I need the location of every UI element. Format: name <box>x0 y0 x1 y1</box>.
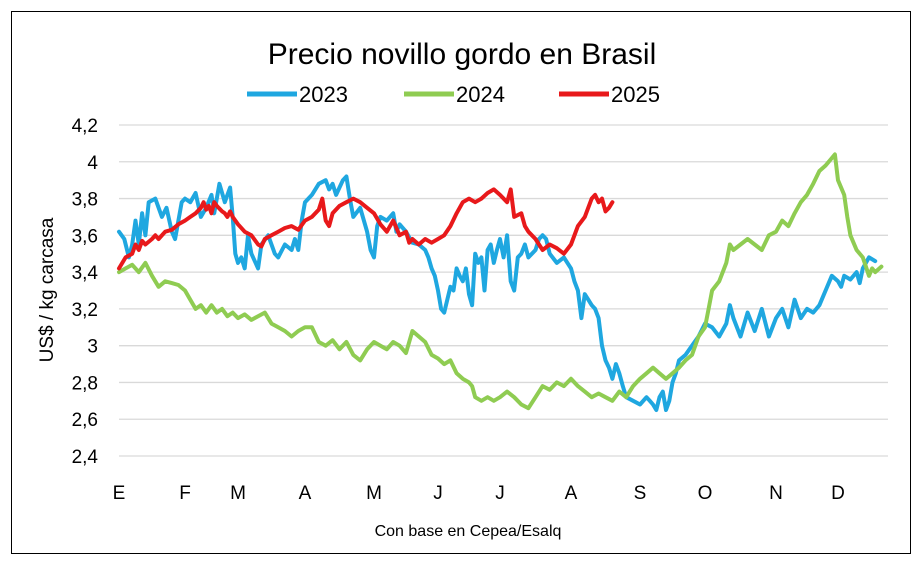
x-tick-label: S <box>634 483 647 504</box>
legend: 2023 2024 2025 <box>247 82 660 107</box>
series-lines <box>117 152 884 412</box>
legend-label-2025: 2025 <box>611 82 660 107</box>
y-tick-label: 3 <box>87 337 98 358</box>
x-tick-label: M <box>366 483 382 504</box>
y-tick-label: 3,2 <box>72 300 98 321</box>
x-tick-label: O <box>698 483 713 504</box>
series-line-2025 <box>117 187 615 271</box>
x-tick-label: J <box>495 483 505 504</box>
legend-label-2023: 2023 <box>299 82 348 107</box>
x-tick-label: A <box>565 483 578 504</box>
x-tick-label: M <box>230 483 246 504</box>
chart-frame <box>11 11 911 554</box>
series-line-2024 <box>117 152 884 411</box>
y-tick-label: 3,4 <box>72 263 99 284</box>
source-note: Con base en Cepea/Esalq <box>375 523 562 540</box>
x-tick-label: N <box>769 483 783 504</box>
x-tick-label: D <box>831 483 845 504</box>
y-tick-label: 4 <box>87 153 98 174</box>
chart-title: Precio novillo gordo en Brasil <box>268 38 657 71</box>
y-tick-label: 2,6 <box>72 410 98 431</box>
series-line-2023 <box>117 174 878 412</box>
y-tick-label: 3,8 <box>72 190 98 211</box>
gridlines <box>119 124 888 457</box>
legend-label-2024: 2024 <box>456 82 505 107</box>
y-tick-label: 4,2 <box>72 116 98 137</box>
x-tick-label: A <box>299 483 312 504</box>
y-axis-ticks: 2,4 2,6 2,8 3 3,2 3,4 3,6 3,8 4 4,2 <box>72 116 99 468</box>
y-tick-label: 2,8 <box>72 373 98 394</box>
y-axis-label: US$ / kg carcasa <box>37 217 58 362</box>
x-tick-label: J <box>433 483 443 504</box>
y-tick-label: 3,6 <box>72 226 98 247</box>
y-tick-label: 2,4 <box>72 447 99 468</box>
x-tick-label: F <box>179 483 191 504</box>
x-tick-label: E <box>113 483 126 504</box>
